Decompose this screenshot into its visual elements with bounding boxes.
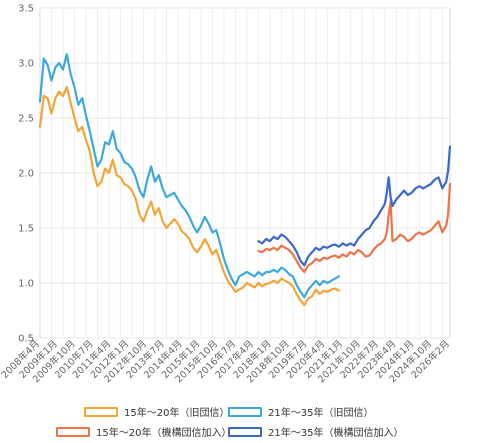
- x-axis-ticks: 2008年4月2009年1月2009年10月2010年7月2011年4月2012…: [0, 338, 452, 386]
- y-tick-label: 0.5: [18, 334, 34, 345]
- grid-lines: [39, 7, 451, 339]
- series-lines: [38, 53, 452, 307]
- legend-item-15-20-kikou[interactable]: 15年～20年（機構団信加入）: [56, 424, 231, 439]
- series-line-1: [38, 53, 340, 299]
- y-axis-ticks: 0.5 1.0 1.5 2.0 2.5 3.0 3.5: [18, 4, 34, 345]
- legend-label: 15年～20年（旧団信）: [124, 408, 230, 419]
- legend-label: 15年～20年（機構団信加入）: [96, 428, 232, 439]
- y-tick-label: 3.5: [18, 4, 34, 15]
- legend-item-15-20-old[interactable]: 15年～20年（旧団信）: [84, 404, 229, 419]
- legend-swatch: [228, 426, 262, 437]
- legend-label: 21年～35年（旧団信）: [268, 408, 374, 419]
- legend-swatch: [228, 406, 262, 417]
- legend-label: 21年～35年（機構団信加入）: [268, 428, 404, 439]
- series-line-0: [38, 86, 340, 307]
- legend-swatch: [56, 426, 90, 437]
- y-tick-label: 2.5: [18, 114, 34, 125]
- series-line-2: [257, 182, 452, 274]
- y-tick-label: 1.0: [18, 279, 34, 290]
- legend-swatch: [84, 406, 118, 417]
- y-tick-label: 1.5: [18, 224, 34, 235]
- y-tick-label: 3.0: [18, 59, 34, 70]
- legend-item-21-35-old[interactable]: 21年～35年（旧団信）: [228, 404, 373, 419]
- series-line-3: [257, 145, 452, 267]
- y-tick-label: 2.0: [18, 169, 34, 180]
- legend-item-21-35-kikou[interactable]: 21年～35年（機構団信加入）: [228, 424, 403, 439]
